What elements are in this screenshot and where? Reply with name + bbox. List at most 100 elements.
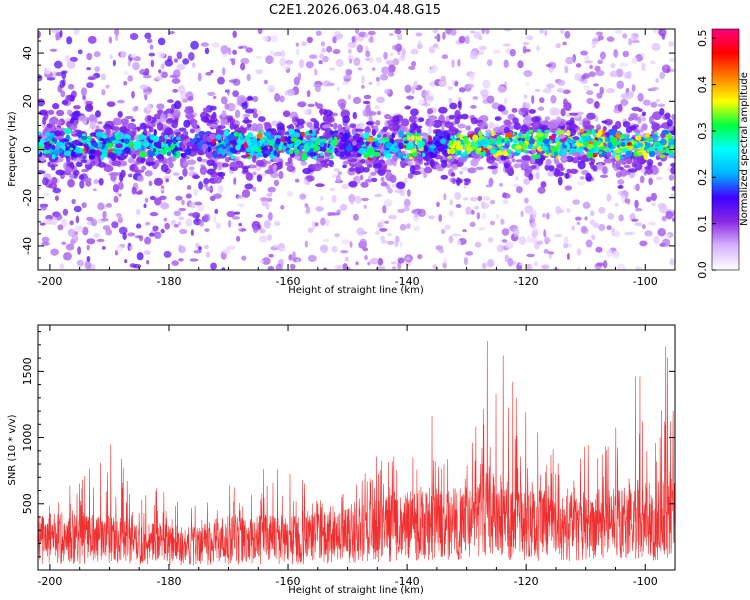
spectrogram-cell	[177, 84, 186, 94]
spectrogram-cell	[255, 213, 263, 218]
spectrogram-cell	[220, 96, 228, 105]
spectrogram-cell	[642, 99, 651, 106]
spectrogram-cell	[263, 219, 271, 229]
spectrogram-cell	[594, 100, 600, 109]
spectrogram-cell	[112, 117, 123, 126]
spectrogram-cell	[246, 73, 251, 82]
spectrogram-cell	[458, 87, 466, 93]
spectrogram-cell	[245, 47, 253, 53]
spectrogram-cell	[51, 176, 58, 185]
spectrogram-cell	[374, 105, 380, 110]
spectrogram-cell	[129, 263, 137, 268]
spectrogram-cell	[668, 174, 675, 181]
spectrogram-cell	[82, 94, 86, 101]
spectrogram-cell	[560, 108, 566, 117]
spectrogram-cell	[168, 147, 172, 153]
spectrogram-cell	[366, 148, 373, 155]
spectrogram-cell	[531, 95, 535, 104]
spectrogram-cell	[197, 149, 204, 156]
spectrogram-cell	[180, 153, 186, 157]
spectrogram-cell	[413, 132, 421, 137]
spectrogram-cell	[417, 40, 422, 48]
spectrogram-cell	[380, 176, 385, 182]
spectrogram-cell	[240, 57, 250, 65]
spectrogram-cell	[178, 258, 184, 262]
spectrogram-cell	[336, 34, 341, 41]
spectrogram-cell	[396, 181, 406, 190]
spectrogram-cell	[371, 128, 377, 136]
spectrogram-cell	[513, 122, 522, 131]
spectrogram-cell	[352, 213, 359, 221]
spectrogram-cell	[138, 189, 143, 195]
colorbar-tick-label: 0.3	[696, 122, 709, 140]
spectrogram-cell	[488, 177, 494, 187]
spectrogram-cell	[603, 157, 613, 164]
spectrogram-x-axis-label: Height of straight line (km)	[288, 285, 424, 296]
spectrogram-cell	[301, 139, 306, 144]
spectrogram-cell	[518, 236, 527, 245]
spectrogram-cell	[44, 218, 54, 225]
spectrogram-cell	[383, 198, 393, 207]
spectrogram-cell	[144, 197, 149, 203]
spectrogram-cell	[118, 131, 124, 139]
spectrogram-cell	[577, 160, 586, 170]
spectrogram-cell	[115, 34, 119, 42]
spectrogram-cell	[49, 48, 58, 52]
spectrogram-cell	[124, 70, 128, 76]
spectrogram-cell	[623, 71, 631, 79]
spectrogram-cell	[602, 126, 607, 132]
spectrogram-cell	[406, 223, 411, 229]
spectrogram-cell	[408, 156, 414, 160]
spectrogram-cell	[471, 153, 480, 159]
spectrogram-cell	[94, 66, 101, 73]
spectrogram-cell	[545, 158, 552, 166]
spectrogram-cell	[210, 114, 216, 121]
snr-y-tick-label: 500	[21, 493, 34, 514]
spectrogram-cell	[446, 134, 451, 141]
spectrogram-cell	[566, 143, 571, 150]
spectrogram-cell	[236, 95, 247, 104]
spectrogram-cell	[272, 164, 278, 170]
spectrogram-cell	[367, 261, 371, 266]
spectrogram-cell	[436, 201, 440, 208]
spectrogram-cell	[307, 140, 312, 147]
spectrogram-cell	[229, 147, 236, 154]
spectrogram-cell	[334, 233, 340, 238]
spectrogram-cell	[415, 32, 423, 37]
spectrogram-cell	[52, 187, 62, 194]
spectrogram-cell	[213, 162, 218, 171]
spectrogram-cell	[482, 79, 491, 89]
spectrogram-cell	[364, 126, 371, 134]
spectrogram-cell	[398, 142, 404, 150]
spectrogram-cell	[53, 60, 63, 69]
spectrogram-cell	[533, 154, 541, 160]
spectrogram-cell	[65, 146, 70, 151]
spectrogram-cell	[513, 227, 520, 237]
spectrogram-cell	[184, 148, 192, 156]
spectrogram-cell	[635, 265, 642, 270]
spectrogram-cell	[480, 89, 489, 97]
spectrogram-cell	[140, 145, 145, 151]
spectrogram-cell	[118, 226, 128, 235]
spectrogram-cell	[152, 225, 159, 232]
spectrogram-cell	[302, 167, 312, 175]
spectrogram-cell	[267, 135, 275, 141]
spectrogram-cell	[232, 78, 241, 86]
spectrogram-cell	[622, 120, 631, 128]
spectrogram-cell	[148, 180, 153, 187]
spectrogram-cell	[442, 31, 446, 40]
spectrogram-cell	[380, 181, 388, 187]
spectrogram-cell	[348, 193, 356, 203]
spectrogram-cell	[639, 175, 645, 184]
spectrogram-cell	[220, 117, 226, 127]
spectrogram-cell	[164, 134, 169, 139]
snr-ticks: -200 -180 -160 -140 -120 -100 500 1000 1500	[21, 325, 676, 588]
spectrogram-cell	[370, 177, 378, 183]
spectrogram-cell	[362, 132, 370, 139]
spectrogram-cell	[203, 213, 209, 223]
spectrogram-cell	[428, 136, 432, 142]
spectrogram-cell	[380, 239, 388, 244]
spectrogram-cell	[631, 218, 639, 222]
spectrogram-blobs	[38, 29, 675, 270]
spectrogram-cell	[344, 256, 350, 262]
